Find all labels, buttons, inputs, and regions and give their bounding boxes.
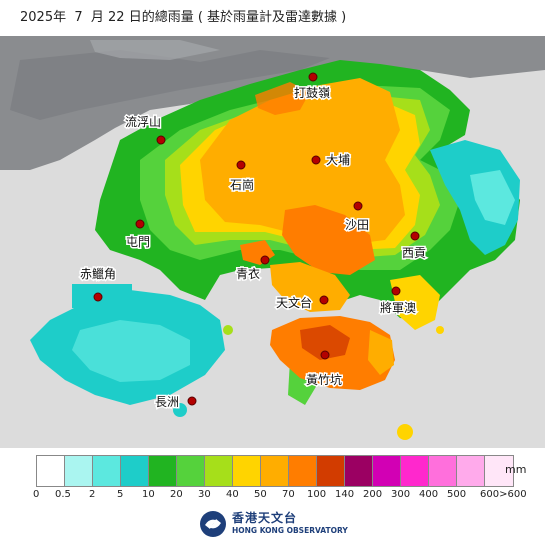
legend-label: 400 [419, 489, 439, 500]
station-label: 屯門 [126, 235, 150, 249]
lantau-light [72, 320, 190, 382]
station-sha-tin[interactable]: 沙田 [344, 201, 371, 234]
station-label: 將軍澳 [380, 300, 416, 315]
observatory-emblem-icon [200, 511, 226, 537]
legend-swatch [121, 456, 149, 486]
peng-chau-island [223, 325, 233, 335]
legend-swatch [37, 456, 65, 486]
station-marker-icon [308, 72, 318, 82]
station-label: 赤鱲角 [80, 267, 116, 281]
legend-swatch [401, 456, 429, 486]
legend-swatch [149, 456, 177, 486]
station-cheung-chau[interactable]: 長洲 [154, 394, 197, 411]
station-marker-icon [320, 350, 330, 360]
legend-label: 30 [198, 489, 211, 500]
legend-label: 200 [363, 489, 383, 500]
station-label: 大埔 [326, 153, 350, 167]
hk-island-core [300, 325, 350, 360]
legend-label: 10 [142, 489, 155, 500]
legend-label: 50 [254, 489, 267, 500]
legend-swatch [205, 456, 233, 486]
legend-label: 70 [282, 489, 295, 500]
station-marker-icon [353, 201, 363, 211]
legend-swatch [65, 456, 93, 486]
station-chek-lap-kok[interactable]: 赤鱲角 [79, 266, 118, 302]
legend-label: 0 [33, 489, 40, 500]
station-tai-po[interactable]: 大埔 [311, 152, 352, 169]
legend-swatch [233, 456, 261, 486]
mainland-urban [90, 40, 220, 60]
legend-label: 5 [117, 489, 124, 500]
sai-kung-east-light [470, 170, 515, 225]
rainfall-map[interactable]: 打鼓嶺流浮山大埔石崗屯門 沙田西貢青衣 赤鱲角天文台 將軍澳黃竹坑長洲 [0, 36, 545, 448]
station-ta-kwu-ling[interactable]: 打鼓嶺 [293, 72, 332, 102]
dark-orange-zone-sha-tin [282, 205, 375, 275]
station-sai-kung[interactable]: 西貢 [401, 231, 428, 262]
legend-label: 0.5 [55, 489, 71, 500]
legend-label: 100 [307, 489, 327, 500]
cheung-chau-island [173, 403, 187, 417]
legend-swatch [457, 456, 485, 486]
legend-label: 20 [170, 489, 183, 500]
map-title: 2025年 7 月 22 日的總雨量 ( 基於雨量計及雷達數據 ) [20, 10, 347, 25]
legend-label: 140 [335, 489, 355, 500]
station-marker-icon [236, 160, 246, 170]
hk-island-east [368, 330, 394, 375]
legend-swatch [429, 456, 457, 486]
legend-label: 40 [226, 489, 239, 500]
dark-orange-zone-north [255, 82, 310, 115]
clear-water-bay [390, 275, 440, 330]
legend-swatch [261, 456, 289, 486]
station-tseung-kwan-o[interactable]: 將軍澳 [379, 286, 418, 317]
station-label: 黃竹坑 [306, 372, 342, 387]
station-tuen-mun[interactable]: 屯門 [125, 219, 152, 251]
station-marker-icon [187, 396, 197, 406]
legend-swatch [289, 456, 317, 486]
legend-unit: mm [505, 463, 527, 476]
legend-swatch [373, 456, 401, 486]
station-shek-kong[interactable]: 石崗 [229, 160, 256, 194]
station-label: 石崗 [230, 178, 254, 192]
legend-label: 500 [447, 489, 467, 500]
station-label: 青衣 [236, 266, 260, 281]
kowloon-area [270, 262, 350, 312]
station-label: 打鼓嶺 [294, 86, 330, 100]
logo-chinese-name: 香港天文台 [232, 511, 298, 525]
station-marker-icon [156, 135, 166, 145]
rainfall-legend [36, 455, 514, 487]
observatory-logo[interactable]: 香港天文台 HONG KONG OBSERVATORY [198, 505, 368, 545]
station-tsim-sha-tsui[interactable]: 天文台 [275, 294, 329, 312]
station-label: 西貢 [402, 246, 426, 260]
station-marker-icon [93, 292, 103, 302]
legend-swatch [345, 456, 373, 486]
station-wong-chuk-hang[interactable]: 黃竹坑 [305, 350, 344, 389]
station-marker-icon [135, 219, 145, 229]
po-toi-island [397, 424, 413, 440]
waglan-island [436, 326, 444, 334]
legend-label: 300 [391, 489, 411, 500]
station-label: 長洲 [155, 395, 179, 409]
station-marker-icon [260, 255, 270, 265]
station-marker-icon [311, 155, 321, 165]
legend-label: 2 [89, 489, 96, 500]
legend-swatch [177, 456, 205, 486]
station-label: 流浮山 [125, 115, 161, 129]
legend-swatch [317, 456, 345, 486]
legend-swatch [93, 456, 121, 486]
legend-label: 600>600 [480, 489, 527, 500]
legend-swatch [485, 456, 513, 486]
mainland-texture [10, 50, 330, 120]
station-label: 沙田 [345, 218, 369, 232]
station-tsing-yi[interactable]: 青衣 [235, 255, 270, 283]
station-marker-icon [410, 231, 420, 241]
legend-labels: 0 0.5 2 5 10 20 30 40 50 70 100 140 200 300 400 500 600>… [26, 489, 545, 503]
logo-english-name: HONG KONG OBSERVATORY [232, 526, 348, 535]
station-marker-icon [391, 286, 401, 296]
station-lau-fau-shan[interactable]: 流浮山 [124, 114, 166, 145]
station-label: 天文台 [276, 295, 312, 310]
orange-zone [200, 78, 405, 245]
station-marker-icon [319, 295, 329, 305]
